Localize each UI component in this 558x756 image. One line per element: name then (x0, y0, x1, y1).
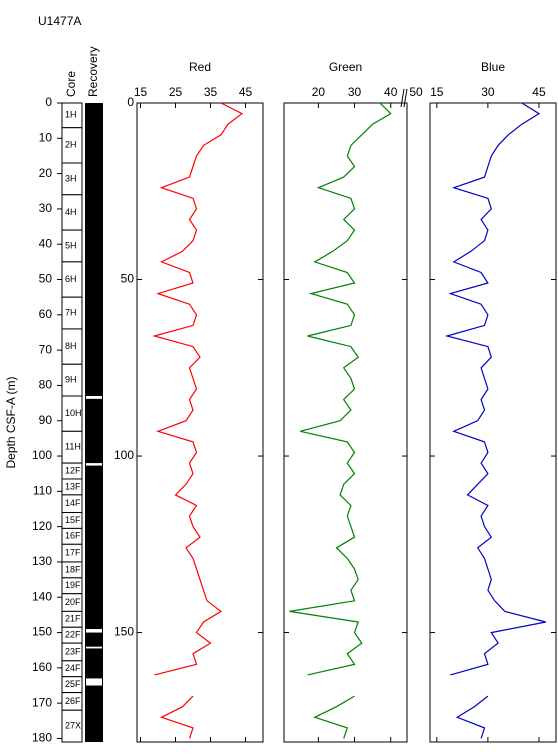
x-tick-label: 25 (169, 85, 183, 99)
y-tick-label: 100 (114, 448, 134, 462)
y-tick-label: 150 (114, 625, 134, 639)
title: U1477A (38, 14, 81, 28)
panel-frame (136, 102, 264, 743)
core-name: 19F (65, 580, 81, 590)
recovery-bar (85, 103, 103, 742)
core-name: 11H (65, 442, 81, 452)
core-name: 25F (65, 679, 81, 689)
recovery-gap (86, 463, 102, 466)
x-tick-label: 30 (481, 85, 495, 99)
y-axis-label: Depth CSF-A (m) (4, 376, 18, 468)
y-tick-label: 60 (39, 307, 53, 321)
core-name: 27X (65, 720, 81, 730)
core-name: 18F (65, 564, 81, 574)
y-tick-label: 40 (39, 236, 53, 250)
trace (289, 102, 392, 739)
y-tick-label: 50 (39, 272, 53, 286)
panel-frame (283, 102, 408, 743)
y-tick-label: 110 (33, 484, 52, 498)
core-name: 6H (65, 274, 77, 284)
x-tick-label: 45 (532, 85, 546, 99)
y-tick-label: 100 (32, 448, 52, 462)
x-tick-label: 45 (239, 85, 253, 99)
x-tick-label: 35 (204, 85, 218, 99)
y-tick-label: 0 (45, 95, 52, 109)
y-tick-label: 20 (39, 166, 53, 180)
recovery-label: Recovery (86, 46, 100, 97)
trace (152, 102, 244, 739)
x-tick-label: 40 (384, 85, 398, 99)
y-tick-label: 140 (32, 589, 52, 603)
y-tick-label: 80 (39, 378, 53, 392)
core-name: 21F (65, 614, 81, 624)
core-name: 9H (65, 375, 77, 385)
y-tick-label: 130 (32, 554, 52, 568)
panel-title: Blue (481, 60, 505, 74)
core-name: 5H (65, 240, 77, 250)
x-tick-label: 20 (312, 85, 326, 99)
y-tick-label: 120 (32, 519, 52, 533)
core-name: 3H (65, 173, 77, 183)
y-tick-label: 150 (32, 625, 52, 639)
core-name: 24F (65, 663, 81, 673)
x-tick-label: 15 (430, 85, 444, 99)
y-tick-label: 10 (39, 130, 53, 144)
core-name: 10H (65, 408, 82, 418)
core-name: 1H (65, 110, 77, 120)
core-name: 7H (65, 307, 77, 317)
axis-break (403, 88, 408, 108)
core-name: 4H (65, 207, 77, 217)
core-name: 13F (65, 481, 81, 491)
core-box (61, 709, 83, 743)
y-tick-label: 50 (121, 272, 135, 286)
recovery-gap (86, 396, 102, 399)
panel-frame (429, 102, 557, 743)
y-tick-label: 30 (39, 201, 53, 215)
core-name: 12F (65, 465, 81, 475)
core-name: 8H (65, 341, 77, 351)
core-name: 16F (65, 531, 81, 541)
y-tick-label: 170 (32, 695, 52, 709)
y-tick-label: 70 (39, 342, 53, 356)
core-name: 26F (65, 696, 81, 706)
recovery-gap (86, 678, 102, 686)
core-name: 20F (65, 597, 81, 607)
core-name: 22F (65, 630, 81, 640)
x-tick-label: 50 (409, 85, 423, 99)
recovery-gap (86, 646, 102, 649)
y-tick-label: 160 (32, 660, 52, 674)
y-tick-label: 180 (32, 731, 52, 745)
x-tick-label: 30 (348, 85, 362, 99)
core-name: 15F (65, 515, 81, 525)
core-name: 17F (65, 547, 81, 557)
trace (444, 102, 546, 739)
y-tick-label: 90 (39, 413, 53, 427)
x-tick-label: 15 (134, 85, 148, 99)
core-label: Core (64, 71, 78, 97)
panel-title: Green (329, 60, 362, 74)
core-name: 2H (65, 140, 77, 150)
panel-title: Red (189, 60, 211, 74)
core-name: 14F (65, 498, 81, 508)
y-tick-label: 0 (127, 95, 134, 109)
recovery-gap (86, 629, 102, 633)
axis-break (400, 88, 405, 108)
core-name: 23F (65, 646, 81, 656)
